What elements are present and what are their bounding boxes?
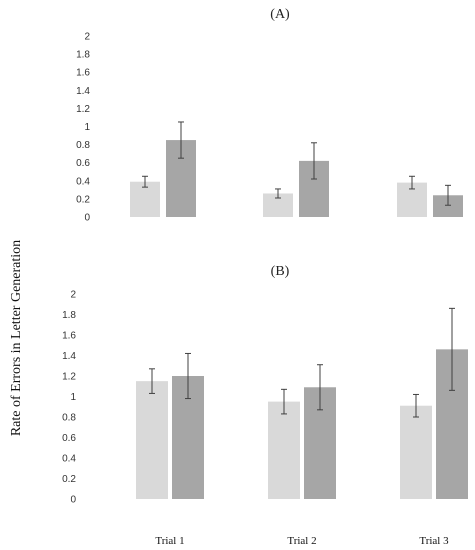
panel-a-y-tick-label: 0.2 bbox=[76, 194, 90, 205]
panel-b-y-tick-label: 0.2 bbox=[62, 474, 76, 485]
panel-b-title: (B) bbox=[271, 264, 290, 279]
panel-b-y-tick-label: 0.4 bbox=[62, 454, 76, 465]
panel-a-y-tick-label: 1.4 bbox=[76, 86, 90, 97]
panel-a-y-tick-label: 1.8 bbox=[76, 50, 90, 61]
panel-a-y-tick-label: 0 bbox=[84, 213, 90, 224]
panel-b-bar-1 bbox=[268, 401, 300, 499]
panel-b-y-tick-label: 0.6 bbox=[62, 433, 76, 444]
panel-a-bar-1 bbox=[263, 193, 293, 217]
panel-a-y-tick-label: 1.6 bbox=[76, 68, 90, 79]
panel-a-title: (A) bbox=[270, 7, 290, 22]
panel-b-y-tick-label: 1.8 bbox=[62, 310, 76, 321]
panel-a-bar-2 bbox=[433, 195, 463, 217]
panel-b-bar-1 bbox=[400, 405, 432, 499]
panel-a-y-tick-label: 1.2 bbox=[76, 104, 90, 115]
panel-b-bar-1 bbox=[136, 381, 168, 499]
panel-b-y-tick-label: 0 bbox=[70, 495, 76, 506]
x-category-label: Trial 1 bbox=[155, 535, 184, 547]
panel-b-y-tick-label: 1.4 bbox=[62, 351, 76, 362]
panel-a-y-tick-label: 0.6 bbox=[76, 158, 90, 169]
panel-b-y-tick-label: 1.2 bbox=[62, 372, 76, 383]
panel-a-y-tick-label: 1 bbox=[84, 122, 90, 133]
x-category-label: Trial 3 bbox=[419, 535, 449, 547]
panel-b-y-tick-label: 1 bbox=[70, 392, 76, 403]
y-axis-label: Rate of Errors in Letter Generation bbox=[9, 240, 24, 436]
panel-b-y-tick-label: 2 bbox=[70, 290, 76, 301]
panel-a-y-tick-label: 2 bbox=[84, 32, 90, 43]
panel-b-y-tick-label: 0.8 bbox=[62, 413, 76, 424]
panel-a-y-tick-label: 0.8 bbox=[76, 140, 90, 151]
x-category-label: Trial 2 bbox=[287, 535, 316, 547]
panel-b-y-tick-label: 1.6 bbox=[62, 331, 76, 342]
panel-a-y-tick-label: 0.4 bbox=[76, 176, 90, 187]
